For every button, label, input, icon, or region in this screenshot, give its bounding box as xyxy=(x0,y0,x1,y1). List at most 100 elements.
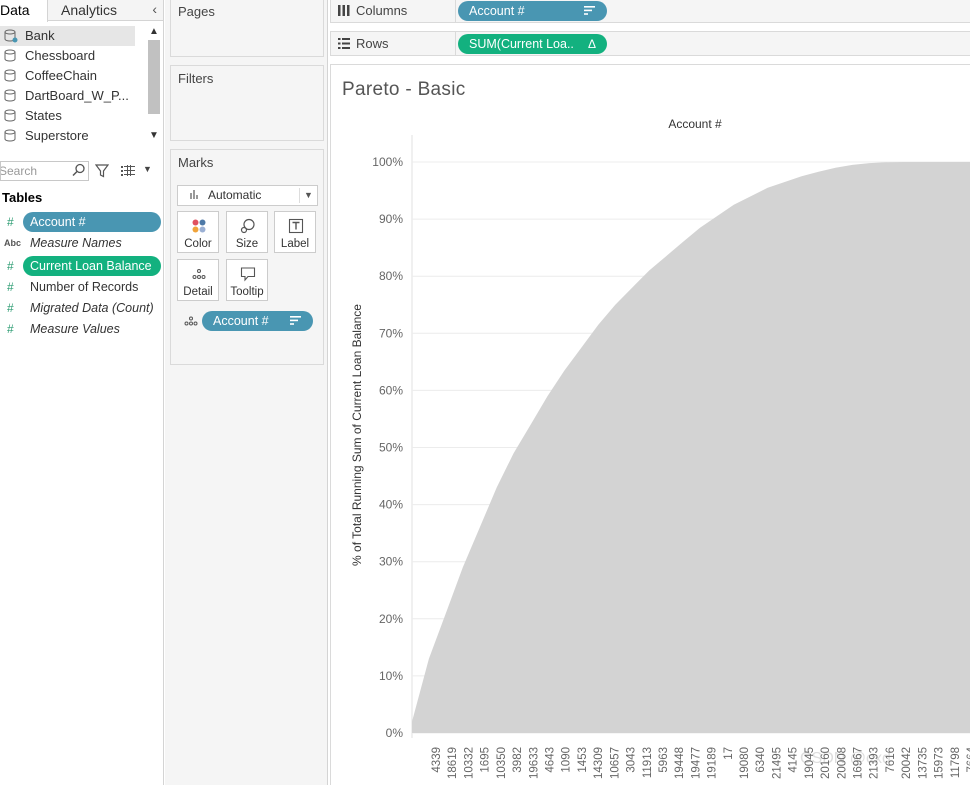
x-tick-label: 5963 xyxy=(658,747,670,773)
size-button[interactable]: Size xyxy=(226,211,268,253)
x-tick-label: 4643 xyxy=(545,747,557,773)
x-tick-label: 7664 xyxy=(966,746,970,772)
x-tick-label: 10350 xyxy=(496,747,508,779)
y-tick-label: 40% xyxy=(379,498,403,512)
pages-title: Pages xyxy=(178,4,215,19)
tooltip-button[interactable]: Tooltip xyxy=(226,259,268,301)
list-view-icon[interactable] xyxy=(121,165,135,176)
datasource-item[interactable]: DartBoard_W_P... xyxy=(0,86,135,106)
field-current-loan-balance[interactable]: # Current Loan Balance xyxy=(0,256,164,276)
x-tick-label: 4339 xyxy=(431,747,443,773)
field-measure-values[interactable]: # Measure Values xyxy=(0,319,164,339)
y-tick-label: 0% xyxy=(386,726,404,740)
database-icon xyxy=(4,29,18,43)
columns-shelf[interactable]: Columns Account # xyxy=(330,0,970,23)
rows-label: Rows xyxy=(356,36,389,51)
collapse-pane-icon[interactable]: ‹ xyxy=(152,1,157,17)
pane-tabs: Data Analytics ‹ xyxy=(0,0,163,22)
tab-analytics[interactable]: Analytics xyxy=(61,2,118,18)
measure-type-icon: # xyxy=(7,280,14,294)
datasource-item[interactable]: Chessboard xyxy=(0,46,135,66)
x-tick-label: 15973 xyxy=(934,747,946,779)
x-tick-label: 19448 xyxy=(674,747,686,779)
datasource-label: States xyxy=(25,108,62,123)
field-label: Measure Values xyxy=(30,322,120,336)
datasource-scrollbar[interactable]: ▲ ▼ xyxy=(147,26,161,146)
y-axis-title: % of Total Running Sum of Current Loan B… xyxy=(350,304,364,566)
datasource-label: Bank xyxy=(25,28,55,43)
pill-label: Account # xyxy=(469,4,525,18)
y-tick-label: 30% xyxy=(379,555,403,569)
dimension-type-icon: Abc xyxy=(4,238,22,248)
x-tick-label: 19045 xyxy=(804,747,816,779)
field-pill[interactable]: Account # xyxy=(23,212,161,232)
x-tick-label: 18619 xyxy=(447,747,459,779)
y-tick-label: 80% xyxy=(379,269,403,283)
x-tick-label: 20042 xyxy=(901,747,913,779)
detail-button[interactable]: Detail xyxy=(177,259,219,301)
y-tick-label: 70% xyxy=(379,326,403,340)
datasource-item[interactable]: States xyxy=(0,106,135,126)
search-icon[interactable] xyxy=(72,163,86,177)
measure-type-icon: # xyxy=(7,322,14,336)
x-tick-label: 3982 xyxy=(512,747,524,773)
field-measure-names[interactable]: Abc Measure Names xyxy=(0,233,164,253)
watermark: CSDN @cxd xyxy=(800,750,891,767)
y-tick-label: 20% xyxy=(379,612,403,626)
field-migrated-data-count[interactable]: # Migrated Data (Count) xyxy=(0,298,164,318)
search-placeholder: Search xyxy=(0,164,38,178)
columns-pill[interactable]: Account # xyxy=(458,1,607,21)
y-tick-label: 50% xyxy=(379,441,403,455)
x-tick-label: 13735 xyxy=(917,747,929,779)
rows-icon xyxy=(338,38,350,49)
color-button[interactable]: Color xyxy=(177,211,219,253)
tab-data[interactable]: Data xyxy=(0,0,48,22)
pill-label: Account # xyxy=(213,314,269,328)
scroll-down-icon[interactable]: ▼ xyxy=(149,130,159,141)
sort-descending-icon xyxy=(584,6,595,15)
field-number-of-records[interactable]: # Number of Records xyxy=(0,277,164,297)
x-tick-label: 20008 xyxy=(836,747,848,779)
detail-icon xyxy=(192,269,206,279)
columns-label: Columns xyxy=(356,3,408,18)
field-account-number[interactable]: # Account # xyxy=(0,212,164,232)
filter-icon[interactable] xyxy=(95,164,109,178)
marks-detail-pill[interactable]: Account # xyxy=(202,311,313,331)
field-pill[interactable]: Current Loan Balance xyxy=(23,256,161,276)
scroll-thumb[interactable] xyxy=(148,40,160,114)
columns-icon xyxy=(338,5,350,16)
y-tick-label: 100% xyxy=(372,155,403,169)
database-icon xyxy=(4,49,16,62)
x-tick-label: 16967 xyxy=(853,747,865,779)
pareto-chart[interactable]: 0% 10% 20% 30% 40% 50% 60% 70% 80% 90% 100% 4339 186… xyxy=(331,65,970,785)
label-button[interactable]: Label xyxy=(274,211,316,253)
bar-chart-icon xyxy=(190,190,198,199)
chevron-down-icon[interactable]: ▼ xyxy=(143,164,152,174)
pill-label: SUM(Current Loa.. xyxy=(469,37,574,51)
scroll-up-icon[interactable]: ▲ xyxy=(149,26,159,37)
rows-pill[interactable]: SUM(Current Loa.. Δ xyxy=(458,34,607,54)
x-tick-label: 7616 xyxy=(885,747,897,773)
field-label: Measure Names xyxy=(30,236,122,250)
datasource-item[interactable]: Superstore xyxy=(0,126,135,146)
rows-shelf[interactable]: Rows SUM(Current Loa.. Δ xyxy=(330,31,970,56)
viz-area: Pareto - Basic 0% 10% 20% 30% 40% 50% 60% 70% 80… xyxy=(330,64,970,785)
x-tick-label: 21495 xyxy=(772,747,784,779)
x-tick-label: 1695 xyxy=(480,747,492,773)
x-tick-label: 19477 xyxy=(690,747,702,779)
datasource-item[interactable]: Bank xyxy=(0,26,135,46)
pages-card[interactable]: Pages xyxy=(170,0,324,57)
marks-card: Marks Automatic ▼ Color Size Label Detai… xyxy=(170,149,324,365)
field-search-row: Search ▼ xyxy=(0,160,164,182)
x-tick-label: 14309 xyxy=(593,747,605,779)
columns-shelf-label: Columns xyxy=(331,0,456,22)
x-tick-label: 1090 xyxy=(561,747,573,773)
datasource-item[interactable]: CoffeeChain xyxy=(0,66,135,86)
mark-type-dropdown[interactable]: Automatic ▼ xyxy=(177,185,318,206)
chevron-down-icon: ▼ xyxy=(304,190,313,200)
field-search-input[interactable]: Search xyxy=(0,161,89,181)
field-label: Migrated Data (Count) xyxy=(30,301,154,315)
area-series xyxy=(412,162,970,733)
text-label-icon xyxy=(288,218,304,234)
filters-card[interactable]: Filters xyxy=(170,65,324,141)
